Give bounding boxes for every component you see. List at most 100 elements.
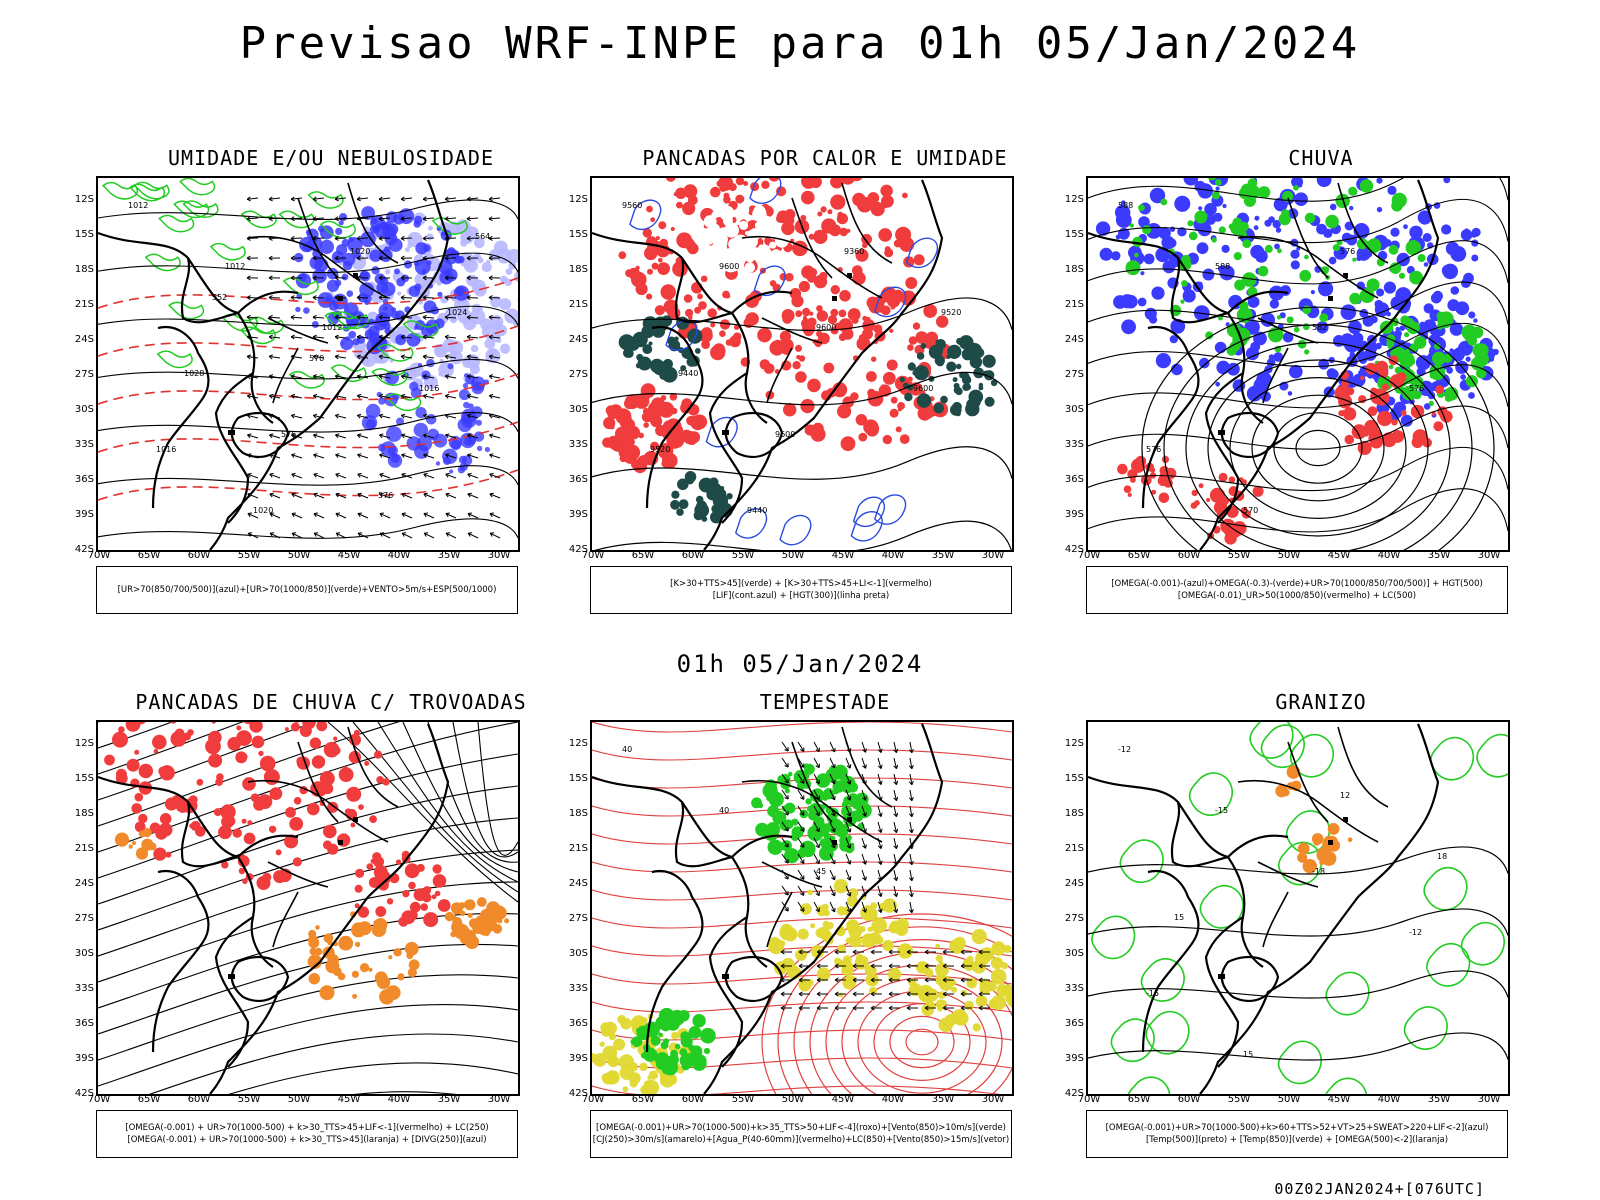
rain-omega-green [1181,280,1188,287]
rain-omega-blue [1183,178,1199,186]
contour-line [1088,240,1508,285]
wind-vector [845,821,852,833]
wind-vector [834,977,846,983]
lat-tick-label: 15S [74,773,94,784]
wind-850-green [805,798,812,805]
heat-shower-green [950,404,962,416]
legend-line: [OMEGA(-0.001)-(azul)+OMEGA(-0.3)-(verde… [1111,579,1483,589]
rain-humid-red [1191,489,1198,497]
humid-contour-green [133,181,170,200]
lat-tick-label: 33S [568,439,588,450]
wind-vector [313,512,325,519]
lat-tick-label: 15S [1064,229,1084,240]
rain-humid-red [1117,463,1128,475]
humid-area-blue [427,428,440,441]
heat-shower-red [867,192,880,204]
humid-area-blue [414,283,422,291]
rain-omega-blue [1349,205,1354,211]
heat-shower-red [862,328,873,340]
rain-humid-red [1158,492,1170,504]
heat-shower-red [875,303,886,313]
wind-850-green [703,1047,711,1055]
wind-vector [467,433,479,439]
thunder-red [131,803,142,814]
humid-area-light [414,272,428,287]
thunder-orange [351,970,359,978]
wind-vector [400,235,413,241]
wind-vector [488,393,501,399]
wind-vector [335,433,347,439]
humid-area-light [484,338,496,350]
heat-shower-red [808,233,815,240]
jet-core-yellow [867,926,873,932]
humid-contour-green [168,301,205,320]
humid-area-blue [391,310,400,320]
heat-shower-red [638,432,644,439]
wind-vector [908,821,914,834]
thunder-orange [486,901,500,916]
lake-mark [1218,430,1225,435]
lake-mark [722,430,729,435]
humid-area-blue [346,290,354,297]
humid-area-blue [338,220,344,226]
wind-vector [908,853,914,866]
thunder-orange [308,937,320,949]
rain-omega-blue [1310,290,1315,295]
lat-tick-label: 30S [1064,948,1084,959]
thunder-red [189,823,194,829]
rain-humid-red [1190,502,1198,509]
rain-omega-blue [1219,178,1228,180]
rain-omega-green [1194,210,1208,224]
rain-omega-green [1405,240,1421,256]
jet-core-yellow [833,879,849,894]
legend-line: [OMEGA(-0.001)+UR>70(1000-500)+k>60+TTS>… [1105,1123,1489,1133]
thunder-red [174,728,185,739]
heat-shower-red [802,402,812,412]
rain-omega-green [1438,311,1454,327]
thunder-orange [357,921,372,936]
thunder-red [346,786,362,802]
wind-vector [444,354,457,360]
contour-label: 9440 [678,369,698,378]
wind-vector [378,413,391,419]
wind-850-green [780,840,792,852]
contour-label: 15 [1243,1050,1253,1059]
humid-area-blue [413,422,428,438]
wind-vector [942,963,954,969]
rain-omega-blue [1351,332,1364,345]
wind-vector [893,869,899,882]
jet-core-yellow [640,1084,650,1094]
wind-vector [247,433,259,439]
rain-omega-blue [1215,186,1220,191]
heat-shower-red [733,324,740,330]
wind-850-green [855,792,869,807]
temp-850-green [1460,921,1506,966]
rain-omega-green [1138,204,1145,212]
rain-omega-blue [1409,225,1423,239]
heat-shower-red [882,371,896,385]
heat-shower-green [982,354,996,368]
humid-area-blue [384,232,398,246]
clear-area [739,205,750,215]
rain-omega-blue [1254,215,1260,221]
wind-vector [247,532,259,539]
rain-omega-green [1366,278,1380,292]
contour-label: 1012 [322,323,342,332]
thunder-red [338,767,354,782]
thunder-red [343,766,348,771]
heat-shower-red [719,330,726,337]
humid-area-blue [471,406,483,418]
thunder-orange [319,985,335,1001]
humid-area-blue [413,220,421,228]
heat-shower-red [761,180,770,189]
wind-850-green [681,1062,690,1071]
heat-shower-red [830,326,839,335]
temp-850-green [1403,1006,1448,1050]
wind-vector [247,472,259,479]
humid-area-blue [386,426,402,442]
wind-850-green [656,1059,667,1070]
thunder-red [190,820,201,832]
rain-omega-green [1432,351,1446,366]
rain-omega-blue [1390,227,1400,237]
contour-label: 576 [1340,247,1355,256]
